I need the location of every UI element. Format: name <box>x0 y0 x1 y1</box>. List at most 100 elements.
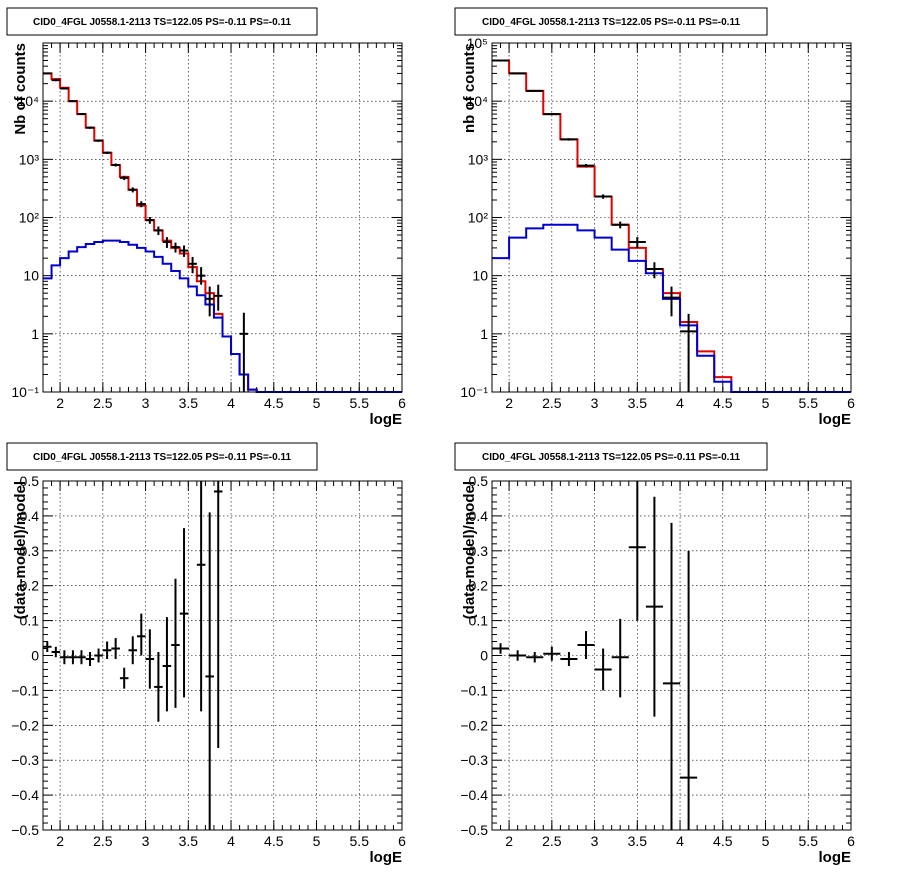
y-tick-label: 0.5 <box>469 473 489 489</box>
x-tick-label: 4.5 <box>713 395 733 411</box>
x-tick-label: 2 <box>56 395 64 411</box>
y-tick-label: 0.5 <box>20 473 40 489</box>
y-tick-label: 1 <box>480 326 488 342</box>
data-point <box>179 528 189 698</box>
y-tick-label: 10⁻¹ <box>11 384 39 400</box>
data-point <box>171 578 180 708</box>
x-tick-label: 5.5 <box>799 395 819 411</box>
y-tick-label: 0.4 <box>469 508 489 524</box>
x-axis-label: logE <box>370 849 403 866</box>
y-axis-label: Nb of counts <box>12 43 29 135</box>
x-axis-label: logE <box>819 411 852 428</box>
x-tick-label: 5.5 <box>350 833 370 849</box>
data-point <box>145 216 155 224</box>
data-point <box>594 648 612 691</box>
x-tick-label: 3.5 <box>628 833 648 849</box>
data-point <box>162 237 172 248</box>
chart-panel-4: 2 2.5 3 3.5 4 4.5 5 5.5 6 −0.5 −0.4 −0.3 −0.2 −0.1 0 0.… <box>454 442 855 866</box>
data-point <box>196 267 206 285</box>
data-point <box>577 164 595 168</box>
y-tick-label: −0.5 <box>11 822 39 838</box>
y-tick-label: 10⁴ <box>17 93 39 109</box>
x-tick-label: 4 <box>227 395 235 411</box>
data-point <box>577 631 595 659</box>
y-tick-label: 10² <box>19 210 40 226</box>
data-point <box>526 652 544 663</box>
y-tick-label: −0.3 <box>460 752 488 768</box>
x-axis-label: logE <box>370 411 403 428</box>
data-point <box>128 187 138 193</box>
y-tick-label: −0.3 <box>11 752 39 768</box>
title-box <box>6 7 318 36</box>
y-tick-label: 0.2 <box>469 578 489 594</box>
x-tick-label: 2.5 <box>542 395 562 411</box>
chart-panel-2: 2 2.5 3 3.5 4 4.5 5 5.5 6 10⁻¹ 1 10 10² 10³ 10⁴ 10⁵ logE… <box>454 7 855 428</box>
x-tick-label: 3 <box>591 395 599 411</box>
data-point <box>68 100 78 103</box>
plot-frame <box>491 480 852 831</box>
x-tick-label: 4.5 <box>264 395 284 411</box>
data-point <box>560 138 578 141</box>
data-point <box>205 286 214 317</box>
data-point <box>51 79 61 82</box>
data-point <box>137 201 146 208</box>
y-tick-label: −0.5 <box>460 822 488 838</box>
x-tick-label: 6 <box>847 395 855 411</box>
y-tick-label: −0.1 <box>11 682 39 698</box>
data-point <box>594 194 612 199</box>
y-tick-label: 10⁴ <box>466 93 488 109</box>
x-tick-label: 2.5 <box>93 395 113 411</box>
x-tick-label: 5.5 <box>799 833 819 849</box>
x-tick-label: 4.5 <box>713 833 733 849</box>
data-point <box>119 667 129 689</box>
chart-title: CID0_4FGL J0558.1-2113 TS=122.05 PS=-0.1… <box>33 452 291 463</box>
x-tick-label: 6 <box>398 833 406 849</box>
data-point <box>102 641 112 659</box>
data-point <box>111 163 120 167</box>
data-point <box>43 641 52 653</box>
x-tick-label: 6 <box>847 833 855 849</box>
y-tick-label: 0.3 <box>469 543 489 559</box>
data-point <box>680 550 698 830</box>
y-tick-label: 10³ <box>468 151 489 167</box>
data-point <box>85 652 95 666</box>
y-axis-label: (data-model)/model <box>12 481 29 619</box>
x-tick-label: 4 <box>676 833 684 849</box>
data-point <box>645 262 663 279</box>
y-tick-label: 0.1 <box>469 613 489 629</box>
data-point <box>213 481 223 748</box>
data-point <box>611 618 629 698</box>
histogram-series-1 <box>492 59 851 393</box>
data-point <box>543 646 561 661</box>
x-tick-label: 4.5 <box>264 833 284 849</box>
x-tick-label: 6 <box>398 395 406 411</box>
data-point <box>543 113 561 116</box>
data-point <box>102 151 112 154</box>
x-tick-label: 5.5 <box>350 395 370 411</box>
chart-title: CID0_4FGL J0558.1-2113 TS=122.05 PS=-0.1… <box>482 17 740 28</box>
x-tick-label: 5 <box>313 395 321 411</box>
data-point <box>60 87 69 90</box>
data-point <box>526 89 544 92</box>
y-tick-label: 0 <box>480 648 488 664</box>
data-point <box>628 481 646 621</box>
data-point <box>171 242 180 253</box>
data-point <box>77 113 86 116</box>
data-point <box>196 481 206 712</box>
chart-title: CID0_4FGL J0558.1-2113 TS=122.05 PS=-0.1… <box>33 17 291 28</box>
data-point <box>205 512 214 830</box>
data-point <box>645 496 663 717</box>
title-box <box>6 442 318 471</box>
y-tick-label: −0.4 <box>11 787 39 803</box>
y-axis-label: nb of counts <box>461 43 478 133</box>
x-tick-label: 4 <box>227 833 235 849</box>
data-point <box>154 226 163 236</box>
plot-frame <box>42 480 403 831</box>
y-tick-label: 10⁵ <box>467 35 488 51</box>
title-box <box>454 7 768 36</box>
y-tick-label: −0.2 <box>11 717 39 733</box>
data-point <box>94 139 103 142</box>
x-tick-label: 4 <box>676 395 684 411</box>
x-tick-label: 5 <box>762 833 770 849</box>
y-tick-label: 10⁻¹ <box>460 384 488 400</box>
